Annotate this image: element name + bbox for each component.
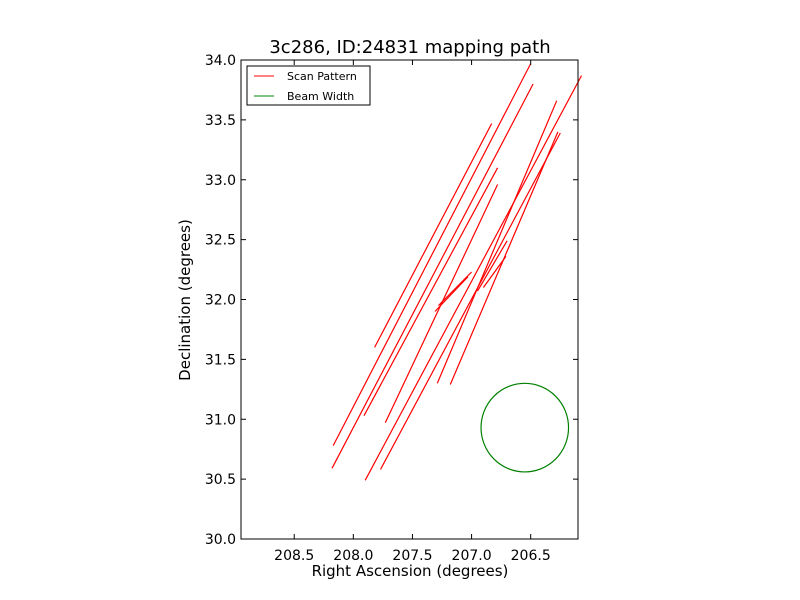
- legend-label-beam-width: Beam Width: [287, 90, 354, 103]
- x-tick-label: 208.5: [274, 548, 314, 564]
- y-tick-label: 32.5: [205, 233, 236, 249]
- y-tick-label: 31.0: [205, 412, 236, 428]
- y-tick-label: 34.0: [205, 53, 236, 69]
- scan-pattern-segment: [438, 271, 473, 306]
- plot-area: 208.5 208.0 207.5 207.0 206.5 30.0 30.5 31.0 31.…: [205, 53, 583, 564]
- y-tick-label: 33.0: [205, 173, 236, 189]
- y-tick-label: 30.5: [205, 472, 236, 488]
- scan-pattern-segment: [476, 240, 508, 292]
- x-tick-label: 207.5: [392, 548, 432, 564]
- y-tick-label: 32.0: [205, 293, 236, 309]
- x-tick-label: 207.0: [452, 548, 492, 564]
- scan-pattern-segment: [384, 184, 499, 424]
- scan-pattern-segment: [379, 132, 561, 470]
- scan-pattern-segment: [332, 63, 532, 446]
- y-tick-label: 30.0: [205, 532, 236, 548]
- x-tick-label: 206.5: [511, 548, 551, 564]
- plot-background: [241, 60, 578, 539]
- legend-box: [246, 65, 371, 106]
- scan-pattern-segment: [436, 100, 558, 384]
- chart-title: 3c286, ID:24831 mapping path: [269, 37, 550, 58]
- y-tick-label: 31.5: [205, 352, 236, 368]
- ticks-layer: 208.5 208.0 207.5 207.0 206.5 30.0 30.5 31.0 31.…: [205, 53, 578, 564]
- scan-pattern-segment: [434, 276, 469, 312]
- legend: Scan Pattern Beam Width: [246, 65, 371, 106]
- legend-label-scan-pattern: Scan Pattern: [287, 70, 357, 83]
- y-tick-label: 33.5: [205, 113, 236, 129]
- scan-pattern-segment: [482, 256, 507, 288]
- beam-width-circle: [480, 382, 570, 473]
- x-tick-label: 208.0: [333, 548, 373, 564]
- data-layer: [331, 63, 583, 481]
- y-axis-label: Declination (degrees): [176, 219, 194, 381]
- scan-pattern-segment: [331, 83, 534, 469]
- scan-pattern-segment: [363, 167, 499, 416]
- x-axis-label: Right Ascension (degrees): [312, 562, 509, 580]
- scan-pattern-segment: [374, 123, 493, 348]
- scan-pattern-segment: [364, 75, 583, 481]
